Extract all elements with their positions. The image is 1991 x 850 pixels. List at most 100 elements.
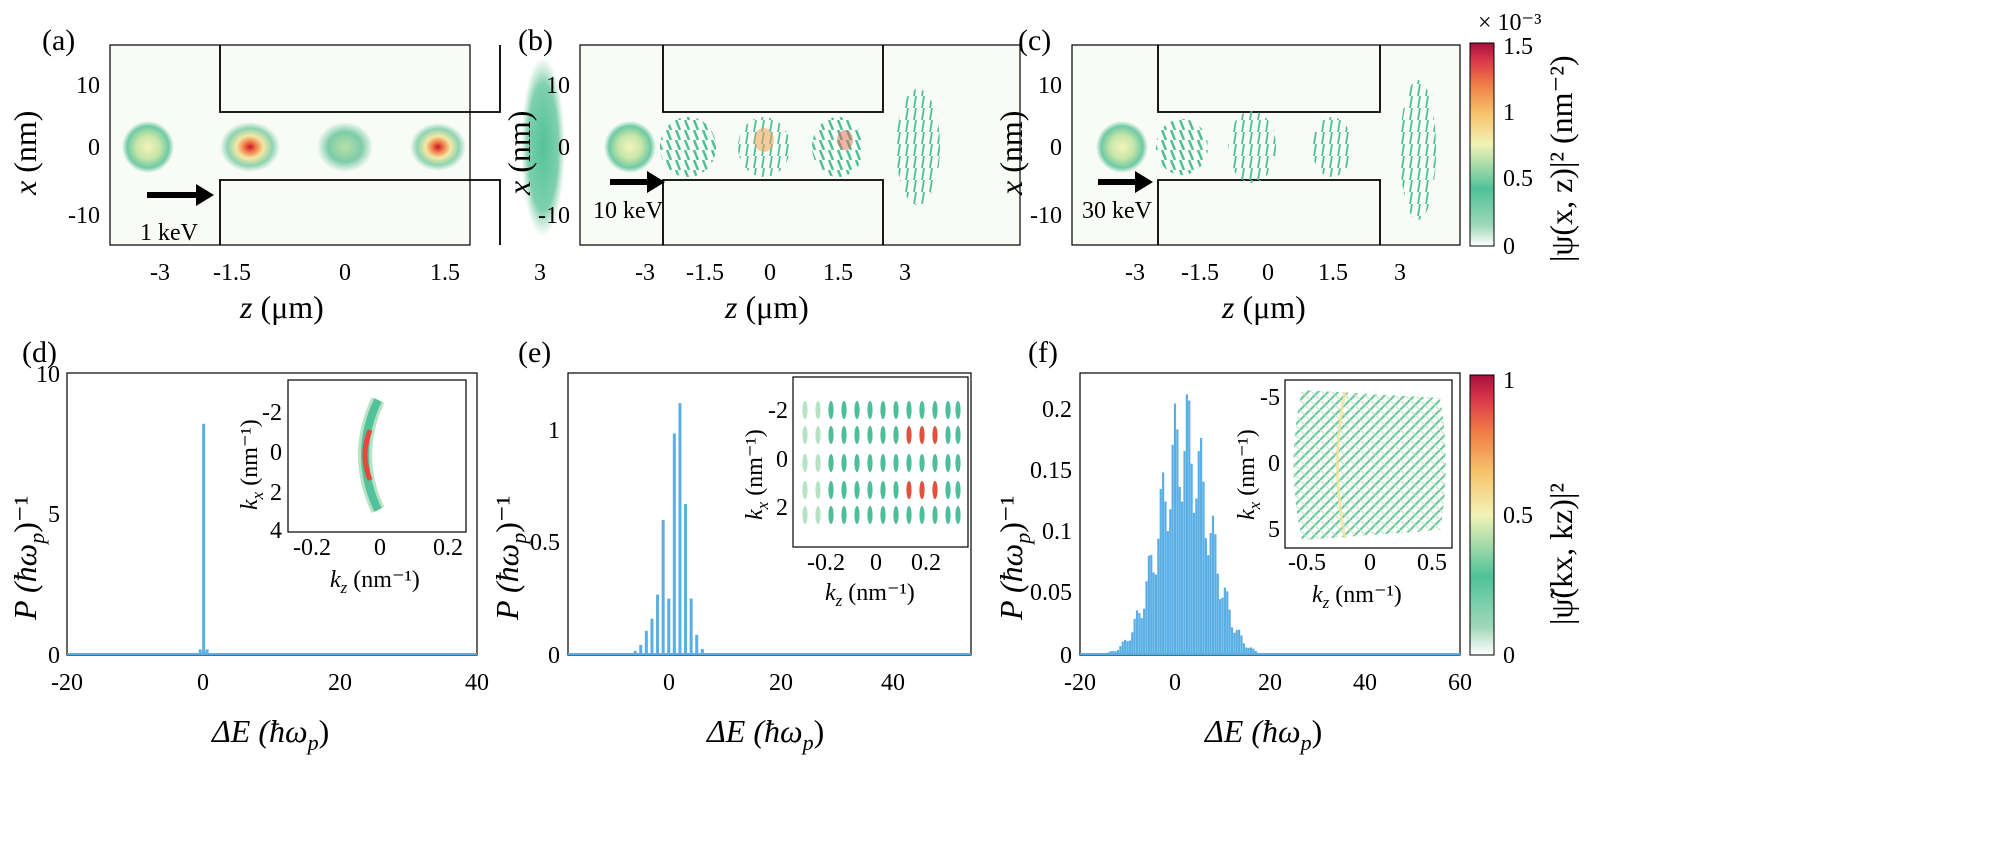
inset-e-yticks: -2 0 2	[768, 398, 788, 521]
inset-e-fringe	[828, 426, 834, 444]
spectrum-f-bar	[1126, 641, 1129, 655]
spectrum-f-bar	[1223, 587, 1226, 655]
xlabel-a: z (μm)	[239, 289, 324, 325]
ylabel-e: P (ħωp)⁻¹	[489, 496, 531, 621]
inset-e-fringe	[880, 401, 886, 419]
inset-e-fringe	[802, 401, 808, 419]
inset-e-fringe	[919, 401, 925, 419]
spectrum-f-bar	[1178, 486, 1181, 655]
svg-text:10: 10	[1038, 73, 1062, 99]
inset-d-yticks: -2 0 2 4	[262, 400, 282, 544]
xlabel-d: ΔE (ħωp)	[210, 713, 329, 755]
spectrum-f-bar	[1185, 394, 1188, 655]
inset-e-fringe	[828, 454, 834, 472]
svg-text:1.5: 1.5	[1503, 34, 1533, 60]
yticks-d: 10 5 0	[36, 362, 60, 669]
svg-text:0.15: 0.15	[1030, 458, 1072, 484]
svg-text:0.5: 0.5	[1417, 550, 1447, 576]
packet-c-3	[1228, 111, 1276, 183]
inset-e-fringe	[906, 454, 912, 472]
inset-e-fringe	[880, 454, 886, 472]
spectrum-e-bar	[644, 630, 648, 655]
svg-text:0: 0	[88, 135, 100, 161]
spectrum-e-bar	[700, 648, 704, 655]
svg-text:-3: -3	[1125, 260, 1145, 286]
spectrum-e-bar	[678, 403, 682, 655]
packet-c-1	[1096, 121, 1148, 173]
inset-e-fringe	[955, 454, 961, 472]
xlabel-e: ΔE (ħωp)	[705, 713, 824, 755]
spectrum-f-bar	[1228, 609, 1231, 655]
packet-a-5	[521, 57, 565, 237]
svg-text:0: 0	[374, 535, 386, 561]
panel-label-d: (d)	[22, 336, 57, 369]
spectrum-e-bar	[695, 634, 699, 655]
svg-text:-1.5: -1.5	[1181, 260, 1219, 286]
svg-text:0: 0	[197, 670, 209, 696]
svg-text:0: 0	[663, 670, 675, 696]
spectrum-f-bar	[1157, 538, 1160, 655]
inset-e-xticks: -0.2 0 0.2	[807, 550, 941, 576]
spectrum-f-bar	[1135, 610, 1139, 655]
inset-e-fringe	[932, 426, 938, 444]
spectrum-e-bar	[650, 618, 654, 655]
waveguide-bottom-c	[1157, 179, 1381, 245]
panel-label-e: (e)	[518, 336, 551, 369]
svg-text:0: 0	[776, 447, 788, 473]
svg-text:60: 60	[1448, 670, 1472, 696]
colorbar-top-ticks: 1.5 1 0.5 0	[1503, 34, 1533, 260]
packet-c-2	[1156, 119, 1208, 175]
panel-label-b: (b)	[518, 24, 553, 57]
svg-text:-5: -5	[1260, 385, 1280, 411]
yticks-a: 10 0 -10	[68, 73, 100, 229]
spectrum-f-bar	[1124, 639, 1127, 655]
inset-f-yticks: -5 0 5	[1260, 385, 1280, 543]
spectrum-f-bar	[1138, 613, 1141, 655]
svg-text:5: 5	[48, 502, 60, 528]
bars-e	[568, 403, 971, 655]
svg-text:0: 0	[48, 643, 60, 669]
inset-d-xlabel: kz (nm⁻¹)	[330, 567, 420, 597]
svg-text:1: 1	[548, 418, 560, 444]
spectrum-f-bar	[1121, 641, 1124, 655]
inset-e-fringe	[841, 401, 847, 419]
inset-e-fringe	[867, 506, 873, 524]
svg-text:2: 2	[270, 480, 282, 506]
inset-e-fringe	[815, 426, 821, 444]
inset-e-fringe	[919, 481, 925, 499]
spectrum-f-bar	[1114, 651, 1117, 655]
spectrum-e-bar	[667, 598, 671, 655]
spectrum-f-bar	[1097, 654, 1101, 655]
panel-e: (e) 1 0.5 0 0 20 40 -2 0 2 -0.2 0 0.2 kz…	[518, 336, 972, 696]
svg-text:0: 0	[1169, 670, 1181, 696]
spectrum-f-bar	[1164, 501, 1167, 655]
xticks-c: -3 -1.5 0 1.5 3	[1125, 260, 1406, 286]
bars-f	[1080, 394, 1460, 655]
spectrum-f-bar	[1266, 653, 1269, 655]
spectrum-e-bar	[689, 598, 693, 655]
waveguide-bottom-b	[662, 179, 884, 245]
inset-e-fringe	[880, 426, 886, 444]
xticks-f: -20 0 20 40 60	[1064, 670, 1472, 696]
bottom-axis-labels: ΔE (ħωp) ΔE (ħωp) ΔE (ħωp) P (ħωp)⁻¹ P (…	[7, 496, 1322, 755]
spectrum-f-bar	[1159, 488, 1162, 655]
inset-f-pattern	[1293, 390, 1446, 540]
spectrum-f-bar	[1173, 403, 1177, 655]
spectrum-f-bar	[1195, 498, 1198, 655]
svg-text:20: 20	[769, 670, 793, 696]
bars-d	[67, 423, 477, 655]
spectrum-f-bar	[1112, 651, 1115, 655]
panel-label-a: (a)	[42, 24, 75, 57]
inset-e-fringe	[880, 481, 886, 499]
spectrum-f-bar	[1133, 618, 1136, 655]
spectrum-f-bar	[1095, 654, 1098, 655]
ylabel-f: P (ħωp)⁻¹	[993, 496, 1035, 621]
spectrum-f-bar	[1162, 472, 1165, 655]
packet-b-1	[604, 121, 656, 173]
inset-e-fringe	[893, 401, 899, 419]
packet-b-5	[896, 89, 940, 205]
packet-a-2	[220, 122, 280, 172]
inset-e-fringe	[802, 454, 808, 472]
colorbar-top-bar	[1469, 42, 1495, 247]
inset-e-fringe	[802, 426, 808, 444]
